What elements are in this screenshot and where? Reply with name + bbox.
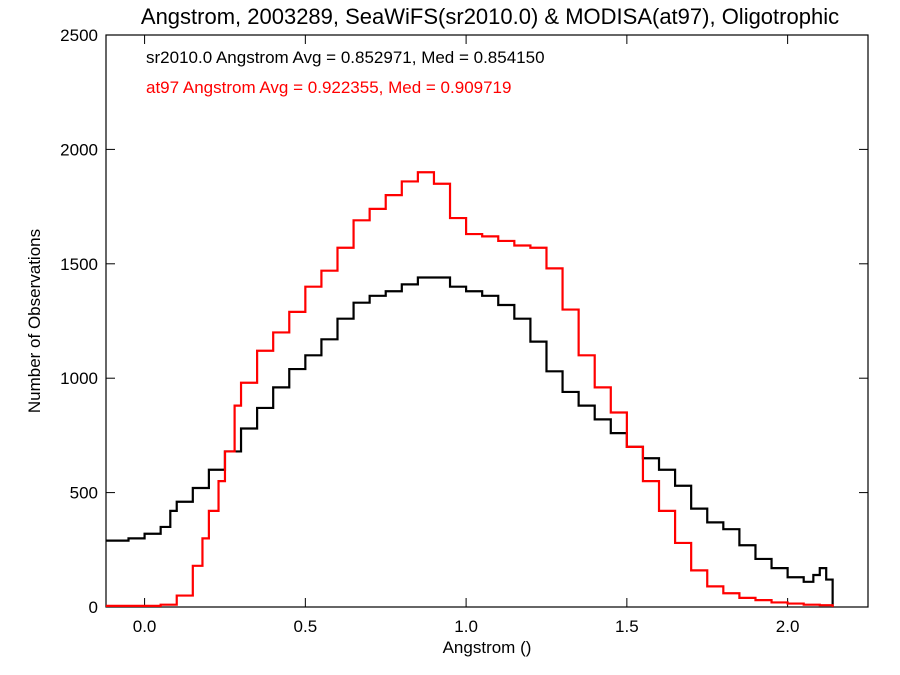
series-line-sr2010-0 (106, 276, 834, 607)
series-layer (106, 171, 834, 607)
y-tick-label: 2500 (60, 26, 98, 45)
chart-title: Angstrom, 2003289, SeaWiFS(sr2010.0) & M… (141, 4, 839, 29)
series-line-at97 (106, 171, 834, 607)
x-tick-label: 1.0 (454, 617, 478, 636)
x-tick-label: 1.5 (615, 617, 639, 636)
y-tick-label: 1000 (60, 369, 98, 388)
y-tick-label: 0 (89, 598, 98, 617)
plot-border (105, 34, 869, 608)
y-tick-label: 2000 (60, 140, 98, 159)
annotation-at97: at97 Angstrom Avg = 0.922355, Med = 0.90… (146, 78, 511, 97)
x-tick-label: 0.0 (133, 617, 157, 636)
axis-ticks: 0.0 0.5 1.0 1.5 2.0 0 500 1000 1500 2000 2500 (60, 26, 868, 636)
plot-area (105, 34, 869, 608)
x-axis-label: Angstrom () (443, 638, 532, 657)
y-tick-label: 500 (70, 484, 98, 503)
x-tick-label: 2.0 (776, 617, 800, 636)
y-tick-label: 1500 (60, 255, 98, 274)
y-axis-label: Number of Observations (25, 229, 44, 413)
annotation-sr2010: sr2010.0 Angstrom Avg = 0.852971, Med = … (146, 48, 545, 67)
x-tick-label: 0.5 (294, 617, 318, 636)
